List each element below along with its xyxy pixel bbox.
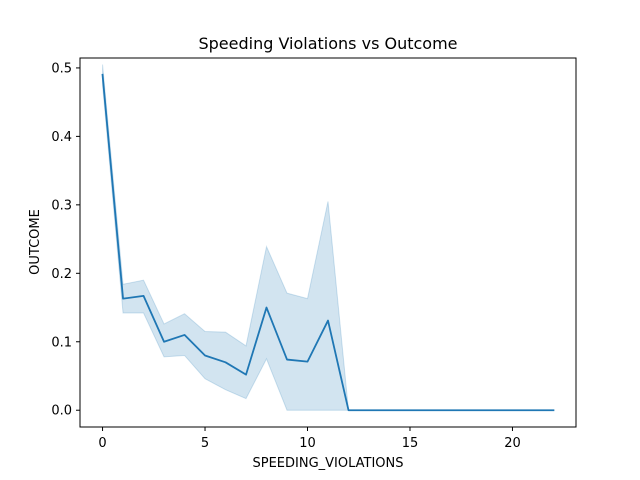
x-tick-label: 15 (402, 436, 419, 451)
chart-title: Speeding Violations vs Outcome (198, 34, 457, 53)
y-tick-label: 0.1 (51, 335, 72, 350)
x-tick-label: 0 (98, 436, 106, 451)
x-tick-label: 20 (504, 436, 521, 451)
y-tick-label: 0.2 (51, 267, 72, 282)
series-line (101, 73, 555, 412)
x-axis-label: SPEEDING_VIOLATIONS (252, 456, 403, 471)
axes-frame (79, 57, 577, 428)
plot-area (101, 64, 555, 412)
y-axis-label: OUTCOME (28, 209, 43, 275)
x-tick-label: 10 (299, 436, 316, 451)
y-tick-label: 0.5 (51, 61, 72, 76)
x-tick-label: 5 (201, 436, 209, 451)
y-tick-label: 0.4 (51, 130, 72, 145)
y-tick-label: 0.0 (51, 404, 72, 419)
axes: 0 5 10 15 20 0.0 0.1 0.2 0.3 0.4 0.5 (51, 57, 577, 451)
y-tick-label: 0.3 (51, 198, 72, 213)
